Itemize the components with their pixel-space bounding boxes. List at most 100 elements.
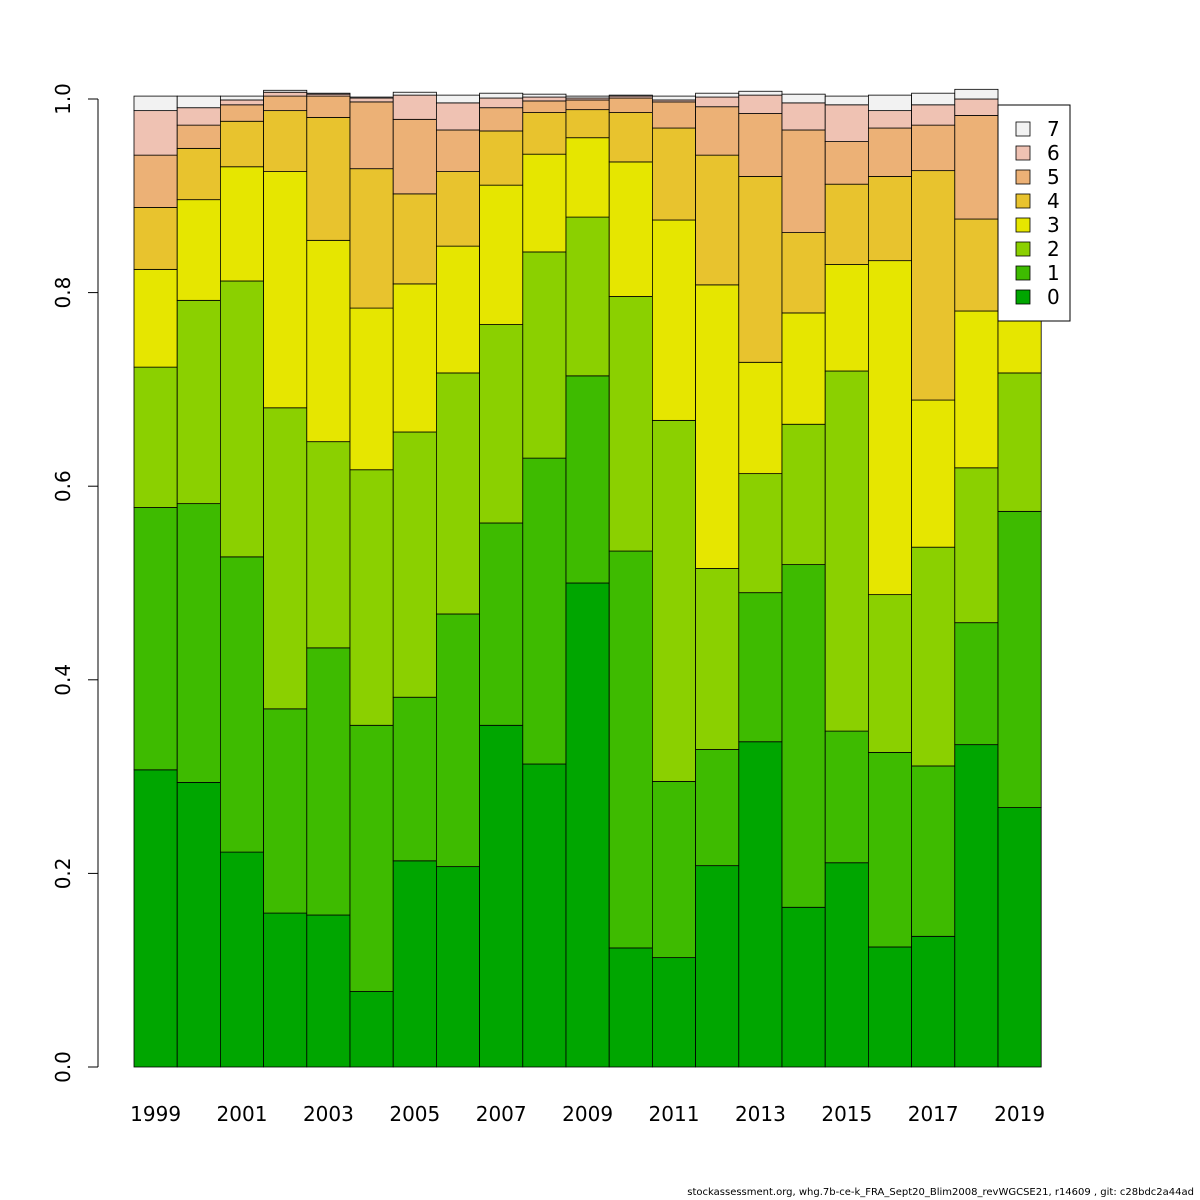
bar-segment-2018-age-3 <box>954 310 999 469</box>
bar-segment-2004-age-2 <box>349 469 394 726</box>
bar-segment-2002-age-0 <box>263 912 308 1068</box>
bar-segment-2006-age-1 <box>435 613 480 868</box>
bar-segment-2016-age-2 <box>868 594 913 753</box>
bar-segment-2004-age-3 <box>349 307 394 471</box>
bar-segment-2009-age-1 <box>565 375 610 584</box>
footer-source-text: stockassessment.org, whg.7b-ce-k_FRA_Sep… <box>687 1187 1194 1198</box>
bar-segment-2017-age-2 <box>911 546 956 767</box>
bar-segment-2011-age-3 <box>652 219 697 421</box>
bar-segment-2009-age-3 <box>565 137 610 218</box>
bar-segment-2014-age-7 <box>781 93 826 104</box>
bar-segment-2000-age-7 <box>176 95 221 109</box>
legend-swatch-age-0 <box>1015 289 1031 305</box>
bar-segment-2004-age-7 <box>349 96 394 99</box>
bar-segment-1999-age-2 <box>133 366 178 508</box>
x-tick-label: 2015 <box>821 1102 872 1126</box>
bar-segment-2004-age-5 <box>349 101 394 170</box>
bar-segment-2002-age-6 <box>263 91 308 97</box>
x-tick-label: 2007 <box>476 1102 527 1126</box>
bar-segment-2001-age-6 <box>219 99 264 106</box>
bar-segment-2006-age-4 <box>435 171 480 247</box>
legend-swatch-age-3 <box>1015 217 1031 233</box>
x-tick-label: 2009 <box>562 1102 613 1126</box>
bar-segment-2000-age-5 <box>176 124 221 149</box>
x-tick-label: 2011 <box>649 1102 700 1126</box>
bar-segment-2007-age-2 <box>479 324 524 524</box>
legend-swatch-age-2 <box>1015 241 1031 257</box>
y-tick-label: 0.8 <box>51 277 75 309</box>
bar-segment-2008-age-7 <box>522 93 567 98</box>
bar-segment-2017-age-3 <box>911 399 956 548</box>
bar-segment-2008-age-1 <box>522 457 567 765</box>
bar-segment-2010-age-0 <box>608 947 653 1068</box>
bar-segment-2017-age-0 <box>911 935 956 1068</box>
bar-segment-2018-age-1 <box>954 622 999 746</box>
bar-segment-1999-age-3 <box>133 268 178 368</box>
bar-segment-1999-age-4 <box>133 207 178 270</box>
bar-segment-2007-age-5 <box>479 107 524 132</box>
bar-segment-2012-age-5 <box>695 106 740 156</box>
bar-segment-2011-age-1 <box>652 781 697 959</box>
legend-label-age-4: 4 <box>1047 189 1060 213</box>
bar-segment-2019-age-3 <box>997 317 1042 374</box>
bar-segment-2004-age-4 <box>349 168 394 309</box>
bar-segment-2013-age-3 <box>738 361 783 475</box>
bar-segment-2013-age-5 <box>738 113 783 177</box>
bar-segment-2000-age-3 <box>176 199 221 301</box>
y-tick-label: 0.6 <box>51 470 75 502</box>
bar-segment-2016-age-4 <box>868 176 913 262</box>
bar-segment-2016-age-6 <box>868 110 913 129</box>
bar-segment-2003-age-1 <box>306 647 351 916</box>
bar-segment-2013-age-0 <box>738 741 783 1068</box>
bar-segment-2015-age-0 <box>824 862 869 1068</box>
legend-label-age-7: 7 <box>1047 117 1060 141</box>
bar-segment-2018-age-2 <box>954 467 999 624</box>
legend-label-age-3: 3 <box>1047 213 1060 237</box>
bar-segment-2014-age-5 <box>781 129 826 233</box>
bar-segment-2015-age-4 <box>824 183 869 265</box>
bar-segment-2007-age-4 <box>479 130 524 186</box>
bar-segment-2015-age-1 <box>824 730 869 864</box>
bar-segment-2000-age-6 <box>176 107 221 126</box>
bar-segment-2014-age-3 <box>781 312 826 425</box>
bar-segment-2009-age-4 <box>565 109 610 139</box>
bar-segment-2003-age-3 <box>306 239 351 443</box>
bar-segment-2018-age-7 <box>954 88 999 100</box>
bar-segment-2010-age-4 <box>608 112 653 163</box>
bar-segment-2014-age-0 <box>781 906 826 1068</box>
bar-segment-2010-age-1 <box>608 550 653 949</box>
bar-segment-2006-age-2 <box>435 372 480 615</box>
bar-segment-2006-age-3 <box>435 245 480 374</box>
bar-segment-2010-age-2 <box>608 296 653 552</box>
bar-segment-2002-age-4 <box>263 110 308 172</box>
bar-segment-2008-age-3 <box>522 153 567 253</box>
legend-label-age-5: 5 <box>1047 165 1060 189</box>
bar-segment-2003-age-2 <box>306 441 351 649</box>
legend-label-age-1: 1 <box>1047 261 1060 285</box>
bar-segment-2019-age-0 <box>997 807 1042 1068</box>
bar-segment-2010-age-3 <box>608 161 653 297</box>
bar-segment-2017-age-1 <box>911 765 956 937</box>
bar-segment-2001-age-7 <box>219 95 264 101</box>
legend-swatch-age-1 <box>1015 265 1031 281</box>
bar-segment-2000-age-4 <box>176 147 221 201</box>
bar-segment-2012-age-1 <box>695 749 740 867</box>
bar-segment-2011-age-0 <box>652 957 697 1068</box>
bar-segment-2005-age-2 <box>392 431 437 698</box>
bar-segment-2014-age-4 <box>781 232 826 314</box>
bar-segment-2016-age-0 <box>868 946 913 1068</box>
bar-segment-1999-age-1 <box>133 507 178 771</box>
bar-segment-2011-age-7 <box>652 95 697 101</box>
bar-segment-2018-age-5 <box>954 115 999 220</box>
bar-segment-2010-age-5 <box>608 97 653 113</box>
bar-segment-2015-age-6 <box>824 104 869 142</box>
bar-segment-1999-age-5 <box>133 154 178 208</box>
legend-swatch-age-7 <box>1015 121 1031 137</box>
legend-label-age-2: 2 <box>1047 237 1060 261</box>
bar-segment-2015-age-3 <box>824 264 869 372</box>
bar-segment-2000-age-1 <box>176 503 221 783</box>
bar-segment-2001-age-5 <box>219 104 264 122</box>
bar-segment-2012-age-0 <box>695 865 740 1068</box>
bar-segment-2002-age-3 <box>263 171 308 409</box>
x-tick-label: 2019 <box>994 1102 1045 1126</box>
